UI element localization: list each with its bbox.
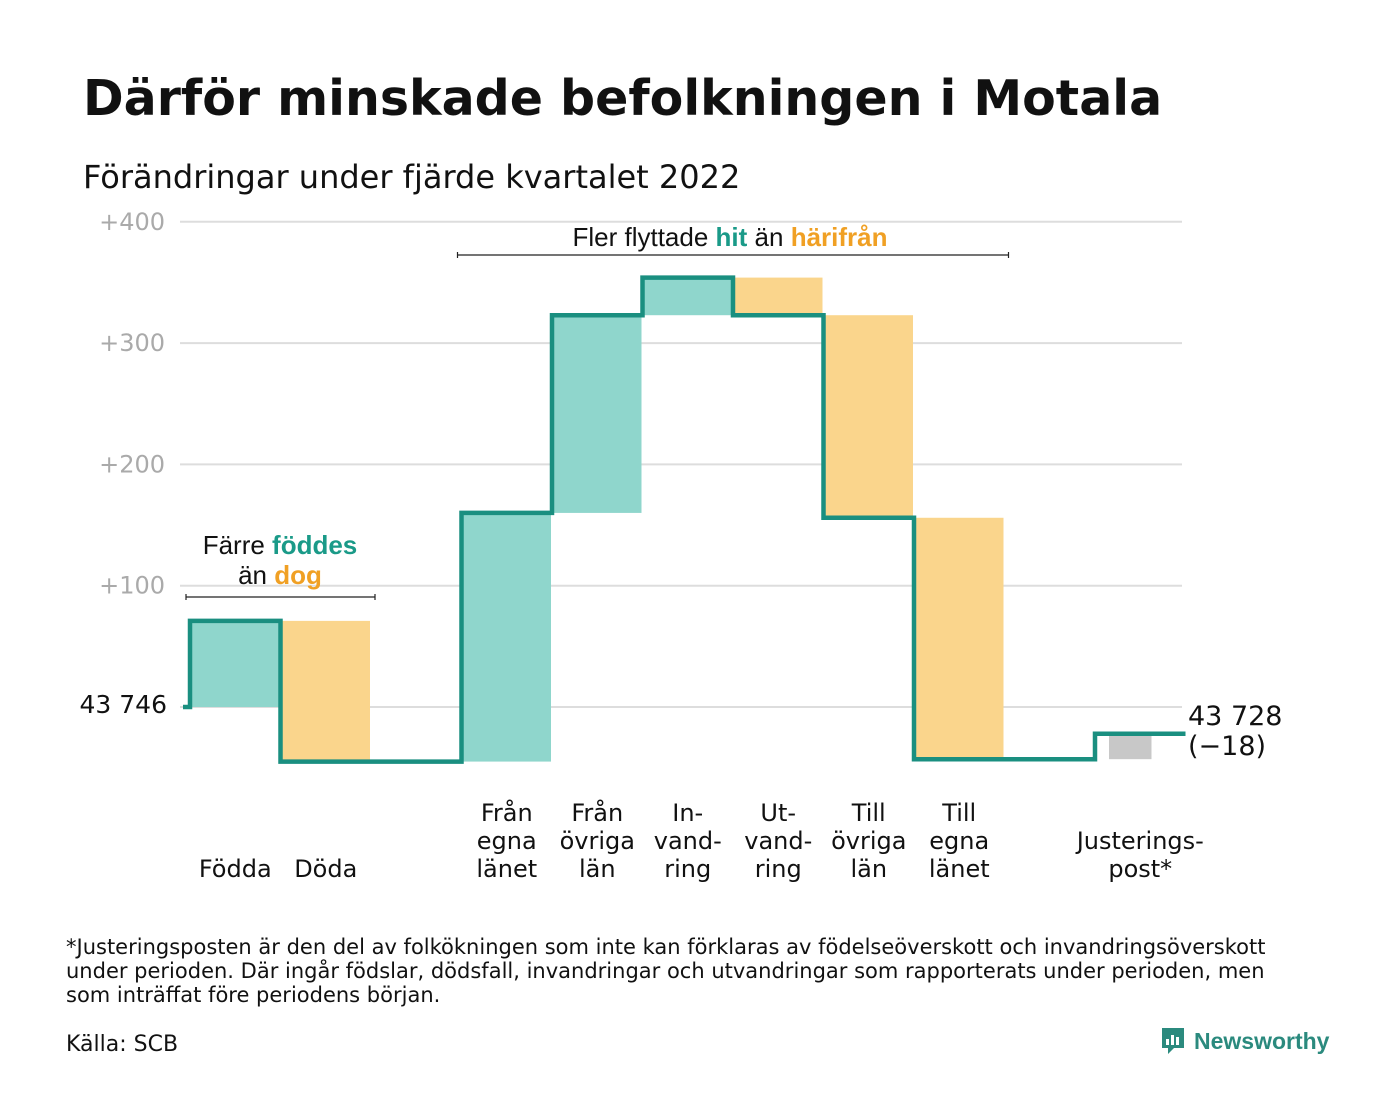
category-label: län — [579, 855, 616, 883]
footnote: *Justeringsposten är den del av folkökni… — [66, 935, 1356, 1007]
category-label: länet — [929, 855, 990, 883]
annotation-segment: härifrån — [791, 222, 888, 252]
start-value-label: 43 746 — [80, 690, 167, 719]
waterfall-bar — [553, 315, 642, 513]
category-label: Till — [851, 799, 886, 827]
category-label: In- — [672, 799, 703, 827]
annotation-text: än dog — [238, 560, 322, 590]
annotation-segment: än — [238, 560, 274, 590]
category-label: vand- — [654, 827, 722, 855]
footnote-line: *Justeringsposten är den del av folkökni… — [66, 935, 1266, 959]
running-total-line — [183, 275, 1186, 764]
category-label: län — [850, 855, 887, 883]
y-tick-label: +200 — [99, 450, 165, 478]
newsworthy-logo-icon — [1162, 1028, 1184, 1054]
category-label: Ut- — [760, 799, 796, 827]
waterfall-bar — [462, 512, 551, 762]
end-delta-label: (−18) — [1188, 731, 1266, 762]
category-label: Födda — [199, 855, 272, 883]
annotation-segment: Fler flyttade — [572, 222, 715, 252]
annotation-text: Fler flyttade hit än härifrån — [572, 222, 887, 252]
annotation-segment: föddes — [272, 530, 357, 560]
end-value-label: 43 728 — [1188, 701, 1282, 732]
brand-logo: Newsworthy — [1160, 1026, 1329, 1056]
category-label: Från — [571, 798, 623, 827]
category-label: Från — [481, 798, 533, 827]
waterfall-bar — [1109, 733, 1152, 760]
footnote-line: under perioden. Där ingår födslar, dödsf… — [66, 959, 1265, 983]
brand-name: Newsworthy — [1194, 1027, 1330, 1054]
annotation-segment: hit — [716, 222, 748, 252]
running-total-path — [183, 275, 1186, 764]
category-label: länet — [476, 855, 537, 883]
footnote-line: som inträffat före periodens början. — [66, 983, 441, 1007]
source-label: Källa: SCB — [66, 1032, 179, 1057]
waterfall-bar — [824, 315, 913, 518]
category-label: vand- — [744, 827, 812, 855]
waterfall-bar — [734, 277, 823, 316]
category-label: Till — [941, 799, 976, 827]
y-tick-label: +400 — [99, 208, 165, 236]
y-tick-label: +100 — [99, 572, 165, 600]
annotation-segment: dog — [274, 560, 322, 590]
chart-title: Därför minskade befolkningen i Motala — [83, 70, 1163, 127]
category-label: post* — [1108, 855, 1172, 883]
y-tick-label: +300 — [99, 329, 165, 357]
annotation-text: Färre föddes — [203, 530, 358, 560]
waterfall-bar — [281, 620, 370, 762]
category-label: övriga — [560, 827, 635, 855]
waterfall-bar — [643, 277, 732, 316]
annotation-segment: Färre — [203, 530, 272, 560]
waterfall-bar — [191, 620, 280, 707]
waterfall-bar — [915, 517, 1004, 760]
annotation-segment: än — [747, 222, 790, 252]
category-label: Döda — [294, 855, 357, 883]
category-label: ring — [664, 855, 711, 883]
category-label: övriga — [831, 827, 906, 855]
chart-subtitle: Förändringar under fjärde kvartalet 2022 — [83, 158, 741, 196]
category-label: egna — [929, 827, 989, 855]
category-label: ring — [755, 855, 802, 883]
category-label: Justerings- — [1075, 827, 1204, 855]
category-label: egna — [477, 827, 537, 855]
bars — [191, 277, 1152, 762]
